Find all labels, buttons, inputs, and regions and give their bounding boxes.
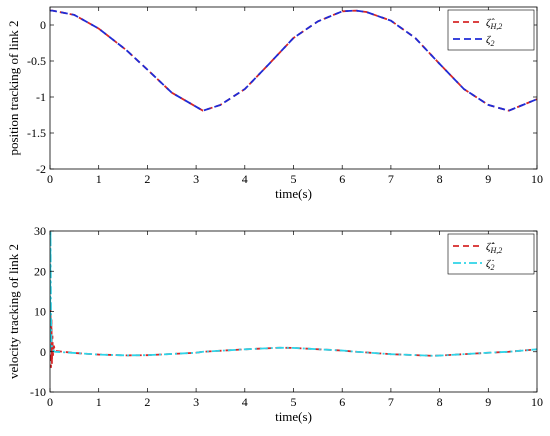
legend-entry-1: ζ2 [486, 34, 494, 48]
x-tick-label: 4 [242, 172, 248, 186]
x-axis-label: time(s) [275, 186, 312, 201]
x-tick-label: 4 [242, 395, 248, 409]
legend: ζ̂H,2 ζ2 [447, 9, 535, 51]
x-tick-label: 9 [485, 395, 491, 409]
x-tick-label: 10 [531, 395, 543, 409]
x-tick-label: 8 [437, 172, 443, 186]
legend-subscript: 2 [490, 39, 494, 48]
x-tick-label: 3 [193, 395, 199, 409]
y-axis-label: velocity tracking of link 2 [6, 244, 21, 379]
x-tick-label: 5 [291, 395, 297, 409]
legend-entry-1: ζ̇2 [486, 258, 494, 272]
x-tick-label: 9 [485, 172, 491, 186]
x-tick-label: 10 [531, 172, 543, 186]
legend-box [447, 233, 535, 275]
series-line-1 [50, 9, 537, 112]
y-tick-label: 20 [34, 264, 46, 278]
x-axis-label: time(s) [275, 409, 312, 424]
x-tick-label: 5 [291, 172, 297, 186]
y-tick-label: -1 [36, 90, 46, 104]
y-tick-label: -2 [36, 162, 46, 176]
y-tick-label: 10 [34, 305, 46, 319]
y-tick-label: -10 [30, 385, 46, 399]
x-tick-label: 7 [388, 395, 394, 409]
x-tick-label: 3 [193, 172, 199, 186]
legend-entry-0: ζ̂H,2 [486, 17, 502, 31]
legend-symbol: ζ [486, 34, 492, 46]
legend-subscript: H,2 [489, 246, 502, 255]
y-axis-label: position tracking of link 2 [6, 20, 21, 155]
x-tick-label: 6 [339, 172, 345, 186]
legend-entry-0: ζ̇̂H,2 [486, 241, 502, 255]
x-tick-label: 8 [437, 395, 443, 409]
legend-subscript: H,2 [489, 22, 502, 31]
y-tick-label: -0.5 [27, 54, 46, 68]
y-tick-label: 0 [40, 345, 46, 359]
x-tick-label: 1 [96, 395, 102, 409]
legend-symbol: ζ̇ [486, 258, 494, 270]
y-tick-label: 0 [40, 18, 46, 32]
x-tick-label: 0 [47, 395, 53, 409]
x-tick-label: 1 [96, 172, 102, 186]
y-tick-label: -1.5 [27, 126, 46, 140]
x-tick-label: 6 [339, 395, 345, 409]
series-line-1 [50, 231, 537, 357]
legend-subscript: 2 [490, 263, 494, 272]
x-tick-label: 2 [144, 172, 150, 186]
legend-box [447, 9, 535, 51]
position-plot: 0 1 2 3 4 5 6 7 8 9 10 0 -0.5 -1 -1.5 -2 time(s) position… [6, 6, 543, 201]
legend: ζ̇̂H,2 ζ̇2 [447, 233, 535, 275]
x-tick-label: 0 [47, 172, 53, 186]
series-line-0 [50, 9, 537, 112]
x-tick-label: 7 [388, 172, 394, 186]
y-tick-label: 30 [34, 224, 46, 238]
x-tick-label: 2 [144, 395, 150, 409]
